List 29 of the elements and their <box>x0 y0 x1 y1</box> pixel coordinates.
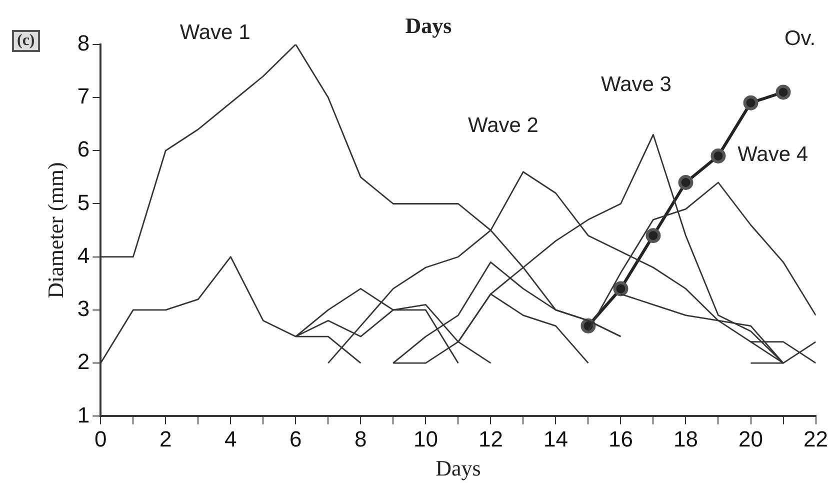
y-tick-label: 6 <box>77 136 90 162</box>
y-tick-label: 7 <box>77 84 90 109</box>
x-tick-label: 10 <box>413 426 438 452</box>
text: Wave 1 <box>180 21 250 46</box>
x-tick-label: 20 <box>738 426 763 452</box>
text: (c) <box>12 30 40 52</box>
x-tick-label: 12 <box>478 426 503 452</box>
x-tick-label: 22 <box>804 426 828 452</box>
x-tick-label: 2 <box>160 426 172 452</box>
annotation: Ov. <box>784 27 816 52</box>
annotation: Wave 2 <box>468 114 538 138</box>
x-tick-label: 8 <box>354 426 367 452</box>
y-axis-title: Diameter (mm) <box>42 162 68 298</box>
y-tick-label: 5 <box>77 190 90 215</box>
chart-title: Days <box>405 12 452 38</box>
y-tick-label: 8 <box>77 30 90 56</box>
x-tick-label: 4 <box>224 426 237 452</box>
x-tick-label: 16 <box>608 426 633 452</box>
annotation: Wave 3 <box>601 72 672 97</box>
x-tick-label: 0 <box>94 426 107 452</box>
x-axis-title: Days <box>436 456 481 481</box>
x-tick-label: 6 <box>290 426 302 452</box>
y-tick-label: 3 <box>77 296 90 322</box>
annotation: Wave 4 <box>738 143 808 168</box>
y-tick-label: 2 <box>77 349 90 374</box>
y-tick-label: 4 <box>77 242 90 268</box>
x-tick-label: 18 <box>674 426 698 452</box>
x-tick-label: 14 <box>543 426 568 452</box>
y-tick-label: 1 <box>77 402 90 428</box>
